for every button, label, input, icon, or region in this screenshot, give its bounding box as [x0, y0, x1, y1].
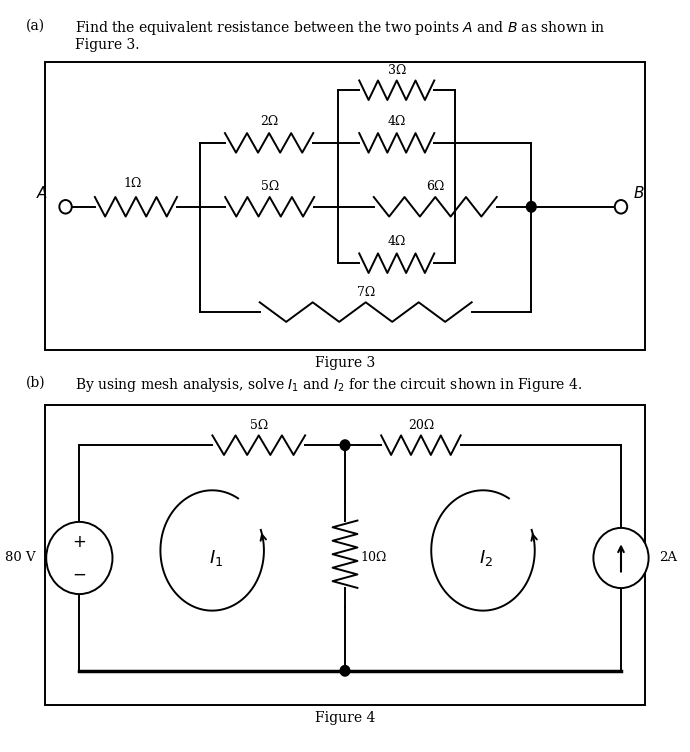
- Bar: [45, 405, 645, 705]
- Circle shape: [526, 202, 536, 212]
- Text: 6Ω: 6Ω: [426, 180, 444, 193]
- Text: 7Ω: 7Ω: [357, 286, 375, 299]
- Bar: [45, 62, 645, 350]
- Text: (a): (a): [26, 19, 46, 33]
- Text: 10Ω: 10Ω: [360, 551, 386, 565]
- Circle shape: [593, 528, 649, 588]
- Text: Figure 4: Figure 4: [315, 711, 375, 725]
- Text: 80 V: 80 V: [6, 551, 36, 565]
- Text: 2A: 2A: [659, 551, 677, 565]
- Text: $A$: $A$: [36, 185, 48, 201]
- Circle shape: [59, 200, 72, 214]
- Text: +: +: [72, 532, 86, 550]
- Text: $B$: $B$: [633, 185, 645, 201]
- Text: $I_2$: $I_2$: [480, 548, 493, 568]
- Text: $I_1$: $I_1$: [208, 548, 223, 568]
- Text: 4Ω: 4Ω: [388, 115, 406, 128]
- Text: By using mesh analysis, solve $I_1$ and $I_2$ for the circuit shown in Figure 4.: By using mesh analysis, solve $I_1$ and …: [75, 376, 582, 394]
- Text: 1Ω: 1Ω: [124, 177, 142, 190]
- Text: 2Ω: 2Ω: [260, 115, 278, 128]
- Text: 4Ω: 4Ω: [388, 235, 406, 248]
- Text: 5Ω: 5Ω: [250, 419, 268, 432]
- Text: 20Ω: 20Ω: [408, 419, 434, 432]
- Text: −: −: [72, 566, 86, 584]
- Text: Find the equivalent resistance between the two points $A$ and $B$ as shown in: Find the equivalent resistance between t…: [75, 19, 605, 37]
- Text: Figure 3: Figure 3: [315, 356, 375, 370]
- Circle shape: [340, 440, 350, 450]
- Circle shape: [340, 666, 350, 676]
- Circle shape: [46, 522, 112, 594]
- Text: 3Ω: 3Ω: [388, 64, 406, 77]
- Text: (b): (b): [26, 376, 46, 390]
- Text: 5Ω: 5Ω: [261, 180, 279, 193]
- Text: Figure 3.: Figure 3.: [75, 38, 139, 52]
- Circle shape: [615, 200, 627, 214]
